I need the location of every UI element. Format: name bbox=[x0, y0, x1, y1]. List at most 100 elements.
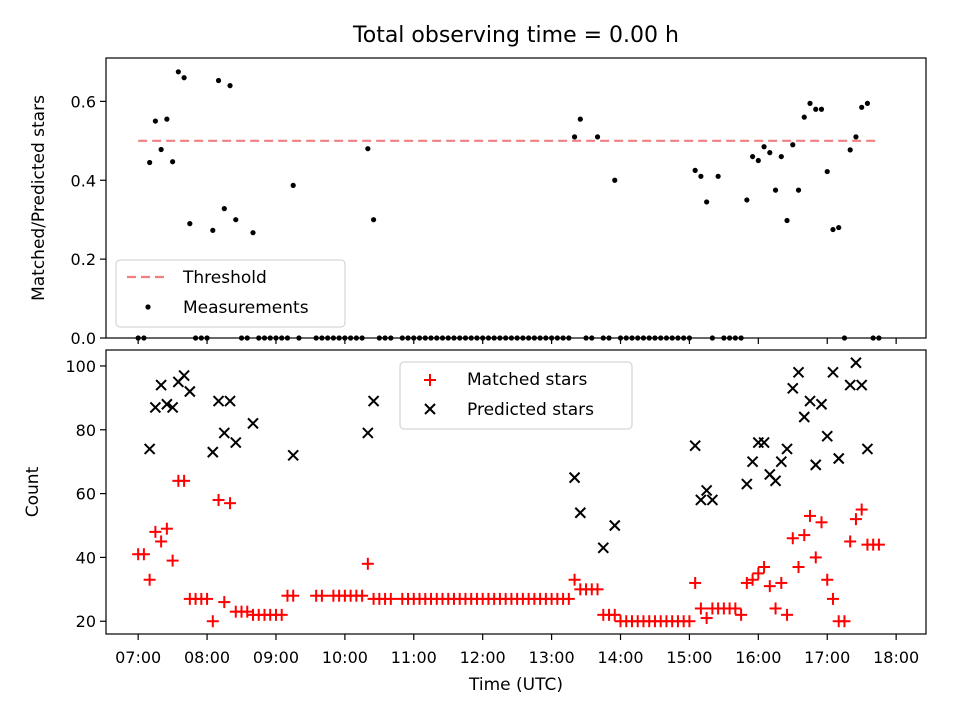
measurement-point bbox=[612, 177, 618, 183]
predicted-star-point bbox=[178, 369, 190, 382]
matched-star-point bbox=[826, 592, 839, 605]
predicted-star-point bbox=[218, 427, 230, 439]
ratio-y-axis-label: Matched/Predicted stars bbox=[29, 95, 49, 301]
predicted-star-point bbox=[184, 385, 196, 398]
measurement-points bbox=[135, 69, 882, 341]
measurement-point bbox=[141, 335, 147, 341]
predicted-star-point bbox=[769, 475, 782, 487]
predicted-star-point bbox=[758, 436, 770, 449]
measurement-point bbox=[198, 335, 204, 341]
ratio-y-tick-label: 0.0 bbox=[71, 329, 96, 348]
matched-star-point bbox=[206, 615, 219, 628]
predicted-star-point bbox=[861, 443, 874, 455]
measurement-point bbox=[790, 142, 796, 148]
measurement-point bbox=[531, 335, 537, 341]
legend-measurements-swatch bbox=[145, 304, 151, 310]
predicted-star-point bbox=[741, 478, 753, 490]
measurement-point bbox=[560, 335, 566, 341]
measurement-point bbox=[795, 187, 802, 193]
predicted-star-point bbox=[161, 398, 173, 410]
count-x-tick-label: 09:00 bbox=[253, 648, 299, 667]
measurement-point bbox=[319, 335, 325, 341]
ratio-y-tick-label: 0.2 bbox=[71, 250, 96, 269]
measurement-point bbox=[594, 134, 601, 140]
legend-predicted-swatch bbox=[424, 403, 436, 415]
measurement-point bbox=[445, 335, 451, 341]
measurement-point bbox=[497, 335, 503, 341]
predicted-star-point bbox=[574, 507, 587, 519]
measurement-point bbox=[147, 159, 153, 166]
measurement-point bbox=[290, 182, 296, 188]
predicted-star-point bbox=[230, 436, 242, 449]
predicted-star-point bbox=[143, 443, 156, 455]
predicted-star-point bbox=[166, 401, 179, 414]
measurement-point bbox=[537, 335, 543, 341]
predicted-star-point bbox=[212, 395, 225, 407]
matched-star-point bbox=[224, 497, 237, 510]
measurement-point bbox=[589, 335, 595, 341]
matched-star-points bbox=[132, 474, 885, 628]
count-panel-frame bbox=[105, 349, 927, 635]
measurement-point bbox=[640, 335, 647, 341]
measurement-point bbox=[709, 335, 715, 341]
measurement-point bbox=[755, 157, 761, 164]
predicted-star-point bbox=[850, 357, 862, 369]
matched-star-point bbox=[384, 592, 397, 605]
measurement-point bbox=[813, 106, 819, 112]
legend-matched-swatch bbox=[424, 374, 436, 386]
matched-star-point bbox=[763, 580, 776, 593]
matched-star-point bbox=[568, 573, 581, 586]
matched-star-point bbox=[752, 567, 765, 580]
measurement-point bbox=[462, 335, 469, 341]
matched-star-point bbox=[287, 589, 300, 602]
measurement-point bbox=[485, 335, 492, 341]
measurement-point bbox=[761, 144, 767, 150]
measurement-point bbox=[818, 106, 825, 112]
measurement-point bbox=[675, 335, 681, 341]
measurement-point bbox=[870, 335, 876, 341]
matched-star-point bbox=[218, 596, 231, 609]
predicted-star-point bbox=[775, 455, 788, 468]
measurement-point bbox=[721, 335, 727, 341]
measurement-point bbox=[215, 77, 222, 84]
measurement-point bbox=[571, 134, 578, 140]
measurement-point bbox=[503, 335, 509, 341]
count-y-tick-label: 20 bbox=[76, 612, 96, 631]
measurement-point bbox=[727, 335, 733, 341]
matched-star-point bbox=[694, 602, 707, 615]
measurement-point bbox=[772, 187, 779, 193]
count-y-axis-label: Count bbox=[23, 466, 43, 517]
measurement-point bbox=[221, 206, 227, 212]
matched-star-point bbox=[178, 474, 191, 487]
measurement-point bbox=[686, 335, 693, 341]
measurement-point bbox=[778, 153, 784, 160]
predicted-star-point bbox=[781, 443, 793, 455]
measurement-point bbox=[359, 335, 365, 341]
predicted-star-point bbox=[855, 379, 868, 391]
predicted-star-point bbox=[804, 395, 816, 407]
measurement-point bbox=[325, 335, 331, 341]
measurement-point bbox=[704, 199, 710, 205]
matched-star-point bbox=[683, 615, 696, 628]
measurement-point bbox=[606, 335, 612, 341]
measurement-point bbox=[566, 335, 572, 341]
ratio-legend: Threshold Measurements bbox=[115, 259, 346, 328]
measurement-point bbox=[273, 335, 279, 341]
measurement-point bbox=[744, 197, 750, 203]
predicted-star-point bbox=[362, 427, 374, 439]
matched-star-point bbox=[591, 583, 604, 596]
count-x-tick-label: 13:00 bbox=[529, 648, 575, 667]
count-x-tick-label: 16:00 bbox=[735, 648, 781, 667]
measurement-point bbox=[279, 335, 285, 341]
measurement-point bbox=[284, 335, 291, 341]
measurement-point bbox=[451, 335, 457, 341]
measurement-point bbox=[577, 116, 583, 122]
measurement-point bbox=[635, 335, 641, 341]
matched-star-point bbox=[137, 548, 150, 561]
predicted-star-point bbox=[247, 417, 259, 430]
count-x-tick-label: 08:00 bbox=[184, 648, 230, 667]
matched-star-point bbox=[143, 573, 156, 586]
legend-predicted-label: Predicted stars bbox=[467, 400, 594, 420]
measurement-point bbox=[233, 217, 239, 223]
count-x-tick-label: 11:00 bbox=[391, 648, 437, 667]
